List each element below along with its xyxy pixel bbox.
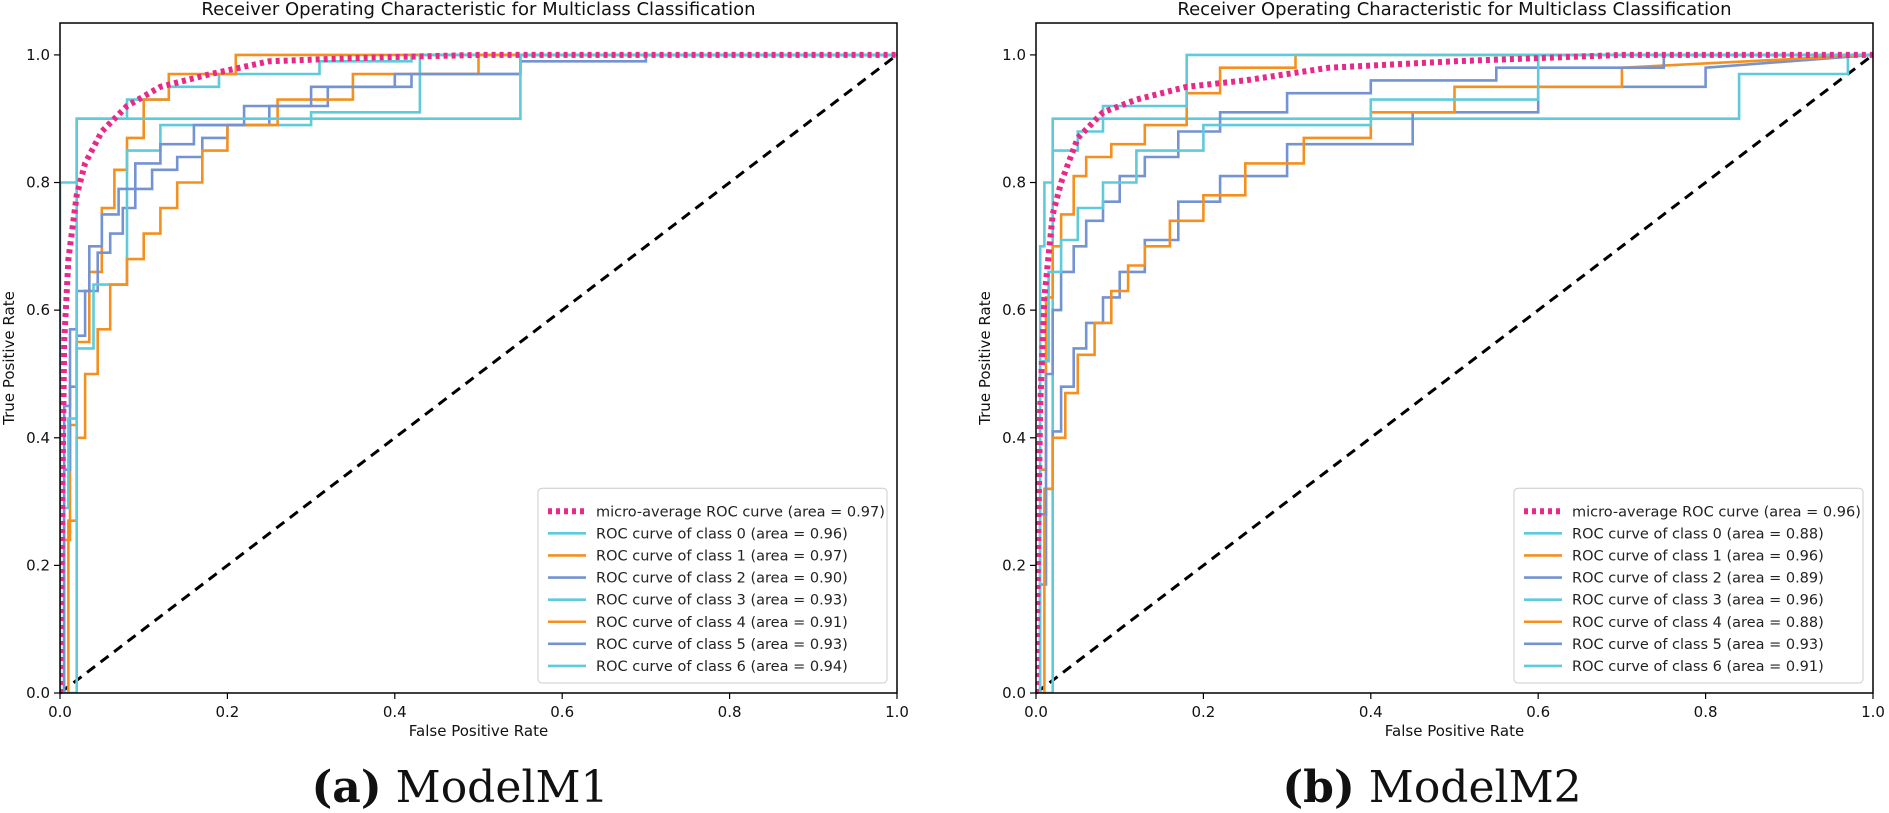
legend-label-class-3: ROC curve of class 3 (area = 0.96) xyxy=(1572,593,1824,609)
legend-label-class-2: ROC curve of class 2 (area = 0.90) xyxy=(596,571,848,587)
x-axis-label: False Positive Rate xyxy=(409,722,548,740)
legend-label-class-5: ROC curve of class 5 (area = 0.93) xyxy=(596,637,848,653)
legend-label-class-6: ROC curve of class 6 (area = 0.94) xyxy=(596,659,848,675)
roc-curve-class-1 xyxy=(1036,53,1873,693)
y-axis-label: True Positive Rate xyxy=(0,291,18,426)
legend-label-class-0: ROC curve of class 0 (area = 0.88) xyxy=(1572,526,1824,542)
chart-a: Receiver Operating Characteristic for Mu… xyxy=(0,0,909,740)
legend-label-class-4: ROC curve of class 4 (area = 0.91) xyxy=(596,615,848,631)
caption-a: (a) ModelM1 xyxy=(311,762,608,813)
roc-curve-class-3 xyxy=(1036,53,1873,693)
y-tick-label: 0.2 xyxy=(26,556,50,574)
legend: micro-average ROC curve (area = 0.96) ROC… xyxy=(1513,487,1864,684)
x-tick-label: 0.6 xyxy=(1526,703,1550,721)
y-tick-label: 0.4 xyxy=(1002,429,1026,447)
x-tick-label: 0.4 xyxy=(383,703,407,721)
y-tick-label: 0.0 xyxy=(1002,684,1026,702)
legend-label-micro-average: micro-average ROC curve (area = 0.97) xyxy=(596,504,885,520)
y-tick-label: 1.0 xyxy=(1002,46,1026,64)
x-tick-label: 0.0 xyxy=(48,703,72,721)
roc-curve-class-6 xyxy=(60,53,897,693)
legend-label-class-0: ROC curve of class 0 (area = 0.96) xyxy=(596,526,848,542)
x-axis-label: False Positive Rate xyxy=(1385,722,1524,740)
caption-b-text: ModelM2 xyxy=(1368,762,1582,813)
caption-b-tag: (b) xyxy=(1282,762,1355,813)
caption-a-tag: (a) xyxy=(311,762,382,813)
plot-frame xyxy=(59,22,898,694)
legend-label-micro-average: micro-average ROC curve (area = 0.96) xyxy=(1572,504,1861,520)
chart-title: Receiver Operating Characteristic for Mu… xyxy=(1177,0,1731,20)
caption-a-text: ModelM1 xyxy=(395,762,609,813)
legend-label-class-2: ROC curve of class 2 (area = 0.89) xyxy=(1572,571,1824,587)
roc-curve-class-0 xyxy=(1036,53,1873,693)
x-tick-label: 0.2 xyxy=(1191,703,1215,721)
legend: micro-average ROC curve (area = 0.97) ROC… xyxy=(537,487,888,684)
y-tick-label: 0.4 xyxy=(26,429,50,447)
x-tick-label: 0.0 xyxy=(1024,703,1048,721)
chart-title: Receiver Operating Characteristic for Mu… xyxy=(201,0,755,20)
roc-curves xyxy=(1036,51,1873,693)
x-tick-label: 1.0 xyxy=(885,703,909,721)
x-tick-label: 1.0 xyxy=(1861,703,1885,721)
roc-curve-class-6 xyxy=(1036,53,1873,693)
y-axis-label: True Positive Rate xyxy=(976,291,994,426)
legend-label-class-1: ROC curve of class 1 (area = 0.97) xyxy=(596,548,848,564)
y-tick-label: 0.8 xyxy=(1002,174,1026,192)
y-tick-label: 0.0 xyxy=(26,684,50,702)
legend-label-class-4: ROC curve of class 4 (area = 0.88) xyxy=(1572,615,1824,631)
y-tick-label: 1.0 xyxy=(26,46,50,64)
plot-frame xyxy=(1035,22,1874,694)
x-tick-label: 0.8 xyxy=(718,703,742,721)
y-tick-label: 0.6 xyxy=(1002,301,1026,319)
roc-curves xyxy=(60,51,897,693)
roc-curve-class-4 xyxy=(60,53,897,693)
chance-diagonal-line xyxy=(59,53,898,695)
x-tick-label: 0.2 xyxy=(215,703,239,721)
x-tick-label: 0.4 xyxy=(1359,703,1383,721)
chart-b: Receiver Operating Characteristic for Mu… xyxy=(976,0,1885,740)
chance-diagonal-line xyxy=(1035,53,1874,695)
y-tick-label: 0.6 xyxy=(26,301,50,319)
y-tick-label: 0.8 xyxy=(26,174,50,192)
x-tick-label: 0.8 xyxy=(1694,703,1718,721)
legend-box xyxy=(1513,487,1864,684)
x-tick-label: 0.6 xyxy=(550,703,574,721)
legend-label-class-1: ROC curve of class 1 (area = 0.96) xyxy=(1572,548,1824,564)
y-tick-label: 0.2 xyxy=(1002,556,1026,574)
roc-curve-class-5 xyxy=(1036,53,1873,693)
legend-label-class-5: ROC curve of class 5 (area = 0.93) xyxy=(1572,637,1824,653)
legend-box xyxy=(537,487,888,684)
legend-label-class-6: ROC curve of class 6 (area = 0.91) xyxy=(1572,659,1824,675)
caption-b: (b) ModelM2 xyxy=(1282,762,1581,813)
legend-label-class-3: ROC curve of class 3 (area = 0.93) xyxy=(596,593,848,609)
micro-average-curve xyxy=(1036,51,1873,693)
